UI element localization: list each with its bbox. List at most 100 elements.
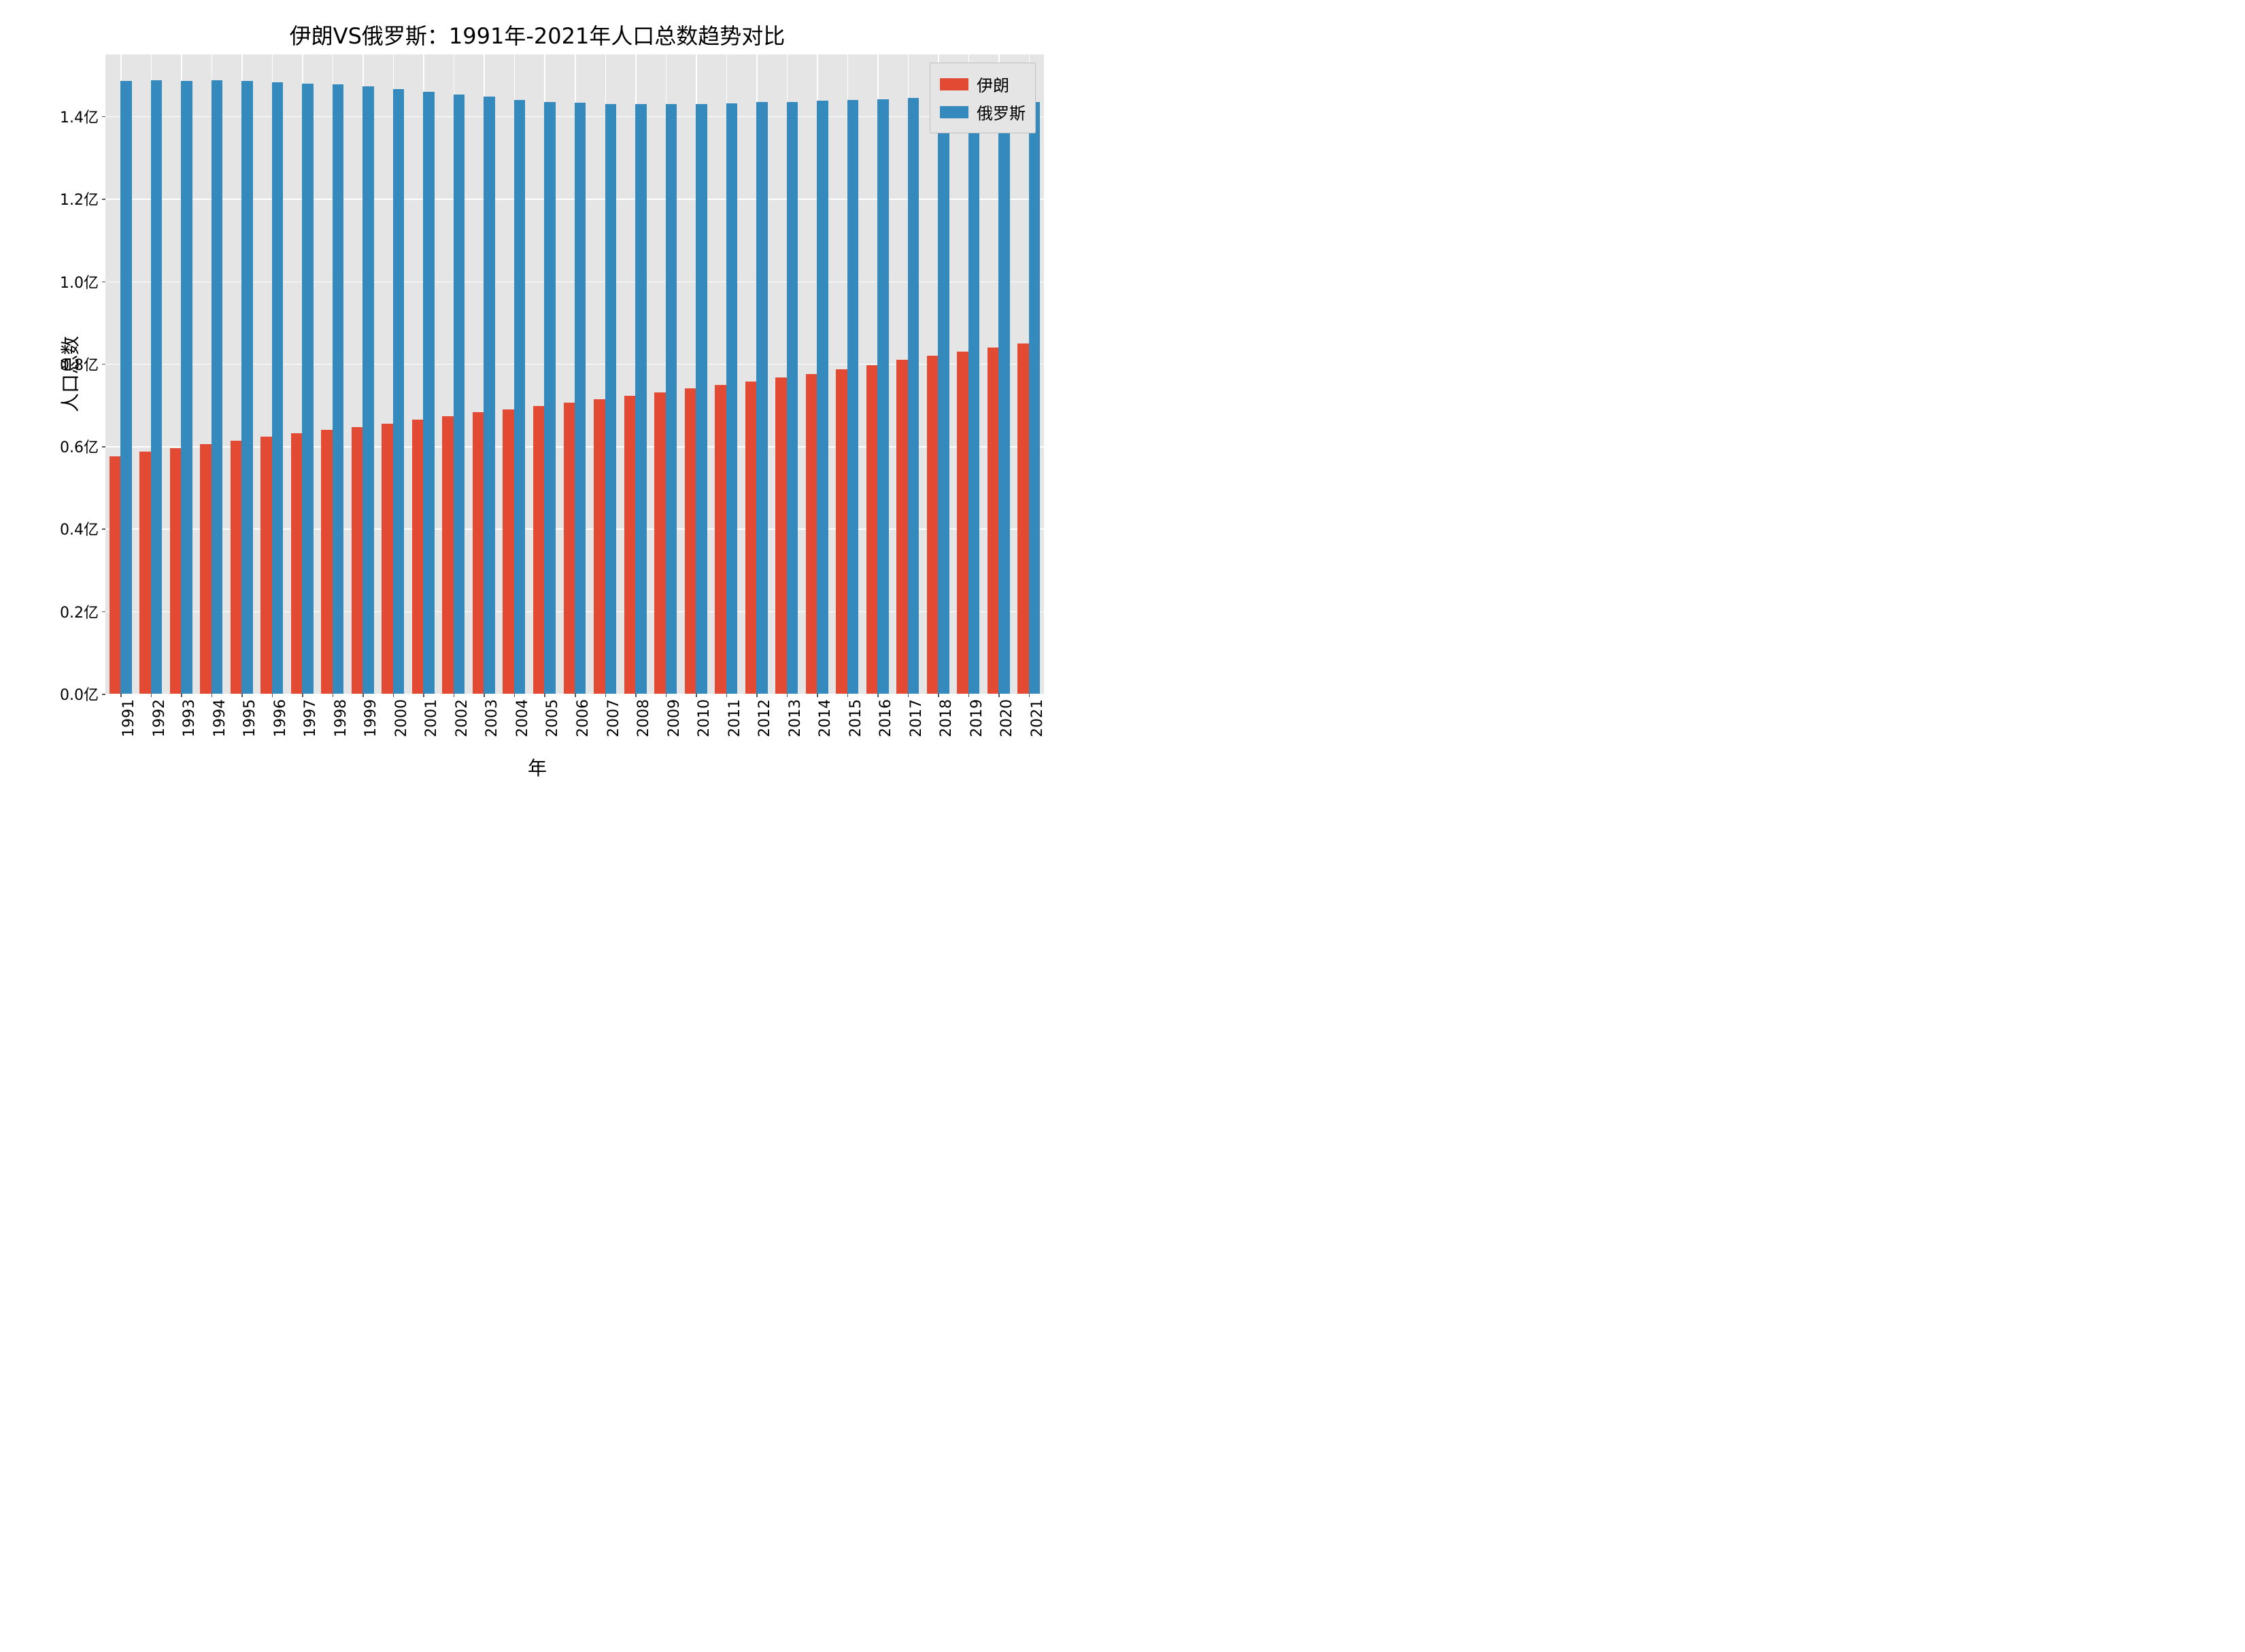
y-tick-label: 0.2亿 bbox=[60, 601, 99, 622]
bar bbox=[302, 84, 313, 694]
bar bbox=[423, 92, 434, 694]
x-tick-label: 2012 bbox=[756, 699, 773, 737]
chart-title: 伊朗VS俄罗斯：1991年-2021年人口总数趋势对比 bbox=[14, 19, 1061, 50]
bar bbox=[212, 80, 222, 694]
x-tick-label: 2015 bbox=[847, 699, 864, 737]
y-tick-mark bbox=[102, 282, 105, 283]
bar bbox=[775, 377, 786, 694]
x-tick-label: 1999 bbox=[362, 699, 379, 737]
x-tick-label: 2008 bbox=[635, 699, 652, 737]
x-tick-mark bbox=[1029, 694, 1030, 697]
x-tick-label: 2014 bbox=[817, 699, 834, 737]
x-tick-mark bbox=[938, 694, 939, 697]
bar bbox=[927, 356, 938, 694]
x-tick-mark bbox=[575, 694, 576, 697]
bar bbox=[544, 102, 555, 694]
bar bbox=[896, 360, 907, 694]
bar bbox=[362, 86, 373, 694]
x-tick-label: 1994 bbox=[212, 699, 229, 737]
bar bbox=[877, 99, 888, 694]
x-tick-label: 2003 bbox=[484, 699, 501, 737]
bar bbox=[654, 392, 665, 694]
bar bbox=[1017, 343, 1028, 694]
x-tick-label: 1992 bbox=[151, 699, 168, 737]
x-tick-label: 2000 bbox=[393, 699, 410, 737]
bar bbox=[988, 348, 998, 694]
bar bbox=[696, 104, 707, 694]
legend: 伊朗俄罗斯 bbox=[930, 63, 1036, 133]
x-tick-mark bbox=[302, 694, 303, 697]
bar bbox=[968, 99, 979, 694]
x-tick-label: 1995 bbox=[241, 699, 258, 737]
legend-label: 俄罗斯 bbox=[977, 100, 1026, 124]
bar bbox=[393, 89, 404, 694]
bar bbox=[120, 81, 131, 694]
legend-item: 俄罗斯 bbox=[940, 98, 1026, 126]
bar bbox=[685, 388, 696, 694]
bar bbox=[605, 104, 616, 694]
bar bbox=[533, 406, 544, 694]
bar bbox=[847, 100, 858, 694]
y-tick-mark bbox=[102, 528, 105, 530]
x-tick-mark bbox=[635, 694, 637, 697]
bar bbox=[412, 420, 423, 694]
x-tick-label: 2011 bbox=[726, 699, 743, 737]
bar bbox=[787, 102, 798, 694]
x-tick-mark bbox=[756, 694, 758, 697]
x-tick-mark bbox=[968, 694, 970, 697]
bar bbox=[594, 399, 605, 694]
plot-area bbox=[105, 54, 1044, 694]
y-tick-mark bbox=[102, 116, 105, 118]
x-tick-mark bbox=[120, 694, 122, 697]
bar bbox=[715, 385, 726, 694]
x-tick-label: 2017 bbox=[908, 699, 925, 737]
bar bbox=[260, 437, 271, 694]
x-tick-mark bbox=[333, 694, 334, 697]
x-tick-label: 1991 bbox=[120, 699, 137, 737]
x-axis-label: 年 bbox=[14, 754, 1061, 781]
x-tick-label: 2009 bbox=[666, 699, 683, 737]
bar bbox=[272, 82, 283, 694]
bar bbox=[635, 104, 646, 694]
legend-label: 伊朗 bbox=[977, 72, 1009, 96]
bar bbox=[231, 441, 241, 694]
bar bbox=[514, 100, 525, 694]
bar bbox=[333, 84, 343, 694]
y-tick-mark bbox=[102, 364, 105, 365]
x-tick-mark bbox=[514, 694, 516, 697]
bar bbox=[170, 448, 181, 694]
x-tick-mark bbox=[423, 694, 424, 697]
x-tick-label: 2007 bbox=[605, 699, 622, 737]
y-tick-mark bbox=[102, 611, 105, 613]
x-tick-mark bbox=[787, 694, 788, 697]
x-tick-label: 1996 bbox=[272, 699, 289, 737]
x-tick-mark bbox=[817, 694, 818, 697]
x-tick-label: 2018 bbox=[938, 699, 955, 737]
x-tick-label: 2004 bbox=[514, 699, 531, 737]
bar bbox=[817, 101, 828, 694]
x-tick-label: 2001 bbox=[423, 699, 440, 737]
x-tick-label: 2020 bbox=[998, 699, 1015, 737]
x-tick-label: 2005 bbox=[544, 699, 561, 737]
x-tick-mark bbox=[847, 694, 849, 697]
x-tick-label: 2013 bbox=[787, 699, 804, 737]
x-tick-label: 1993 bbox=[181, 699, 198, 737]
bar bbox=[726, 103, 737, 694]
bar bbox=[564, 403, 575, 694]
bar bbox=[938, 98, 949, 694]
bar bbox=[181, 81, 192, 694]
x-tick-mark bbox=[181, 694, 182, 697]
x-tick-mark bbox=[908, 694, 909, 697]
bar bbox=[503, 409, 513, 694]
bar bbox=[109, 456, 120, 694]
y-tick-mark bbox=[102, 199, 105, 200]
y-tick-label: 0.4亿 bbox=[60, 518, 99, 539]
legend-item: 伊朗 bbox=[940, 70, 1026, 98]
x-tick-label: 2016 bbox=[877, 699, 894, 737]
x-tick-mark bbox=[998, 694, 1000, 697]
bar bbox=[151, 80, 162, 694]
bar bbox=[382, 424, 392, 694]
bar bbox=[291, 433, 302, 694]
y-tick-label: 1.0亿 bbox=[60, 271, 99, 292]
bar bbox=[200, 444, 211, 694]
